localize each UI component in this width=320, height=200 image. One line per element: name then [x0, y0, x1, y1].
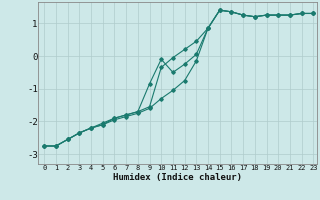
X-axis label: Humidex (Indice chaleur): Humidex (Indice chaleur)	[113, 173, 242, 182]
